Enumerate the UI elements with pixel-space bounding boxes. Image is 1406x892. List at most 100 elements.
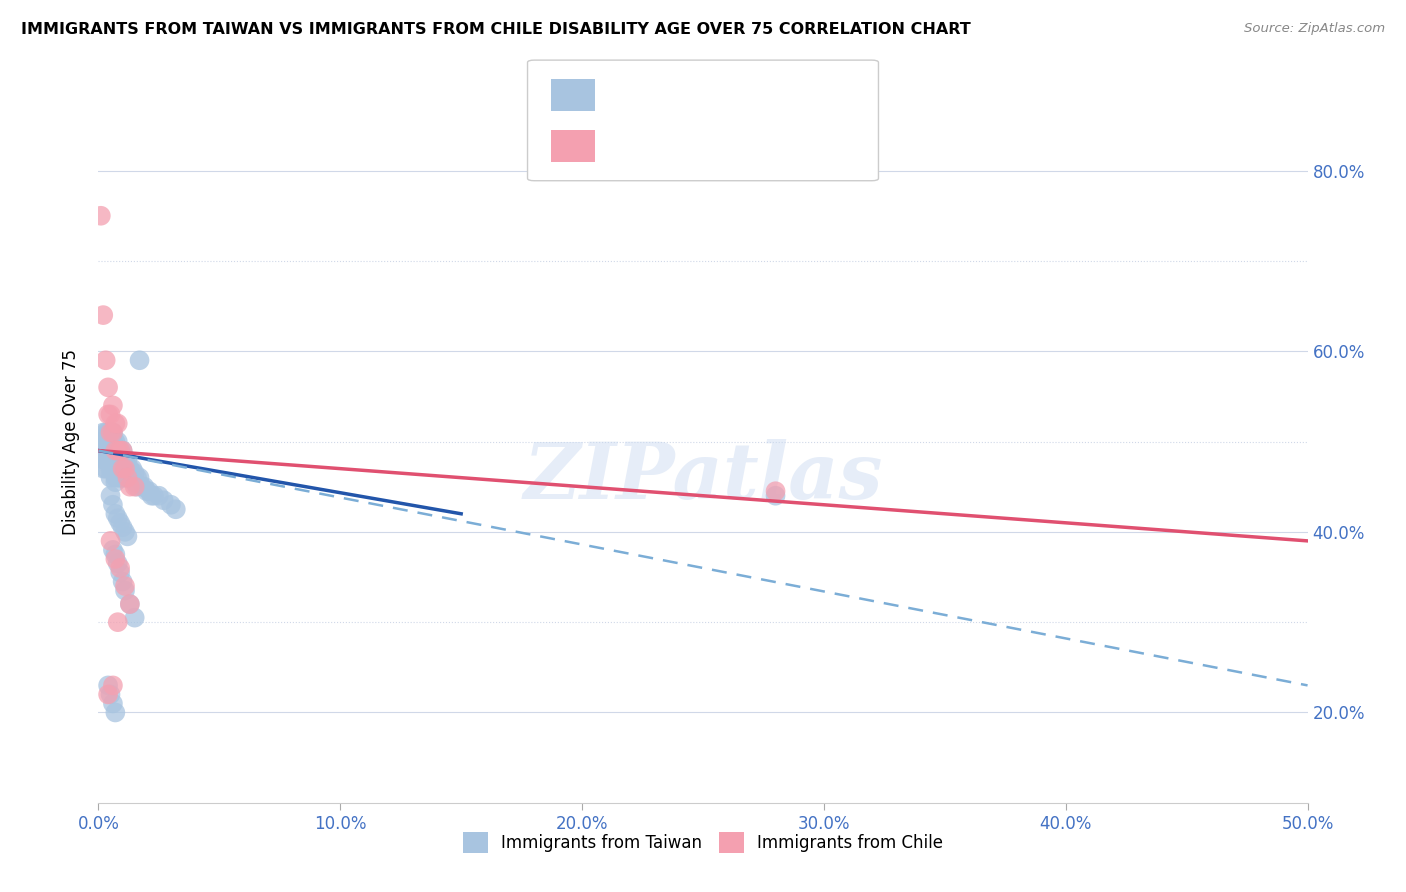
Point <box>97 434 120 449</box>
Point <box>100 408 122 422</box>
Point <box>91 461 114 475</box>
Point <box>108 566 131 580</box>
Point <box>118 480 141 494</box>
Point <box>118 470 141 484</box>
Point <box>118 597 141 611</box>
Point <box>104 470 127 484</box>
Point <box>111 470 134 484</box>
Point <box>117 470 139 484</box>
Point <box>90 209 112 223</box>
Point <box>104 434 127 449</box>
Point <box>100 461 122 475</box>
Point <box>91 425 114 440</box>
Point <box>107 615 129 630</box>
Point <box>94 425 117 440</box>
Point <box>97 425 120 440</box>
Point <box>97 380 120 394</box>
Point <box>108 470 131 484</box>
Point <box>114 461 136 475</box>
Point <box>108 443 131 458</box>
Point <box>107 443 129 458</box>
Point <box>114 583 136 598</box>
Point <box>100 434 122 449</box>
Text: R =: R = <box>612 87 645 103</box>
Point <box>165 502 187 516</box>
Point <box>100 425 122 440</box>
Point <box>97 687 120 701</box>
Point <box>101 542 124 557</box>
Point <box>97 678 120 692</box>
Point <box>128 353 150 368</box>
Point <box>107 417 129 431</box>
Text: Source: ZipAtlas.com: Source: ZipAtlas.com <box>1244 22 1385 36</box>
Point <box>107 470 129 484</box>
Point <box>117 452 139 467</box>
Point <box>124 610 146 624</box>
Point <box>111 443 134 458</box>
Point <box>121 461 143 475</box>
Point <box>111 443 134 458</box>
Point <box>94 443 117 458</box>
Point <box>97 443 120 458</box>
Text: N =: N = <box>737 138 780 153</box>
Point <box>97 452 120 467</box>
Point <box>117 529 139 543</box>
Point <box>108 561 131 575</box>
Text: 92: 92 <box>797 87 817 103</box>
Point <box>94 461 117 475</box>
FancyBboxPatch shape <box>527 60 879 181</box>
Point <box>160 498 183 512</box>
FancyBboxPatch shape <box>551 78 595 112</box>
Point <box>108 461 131 475</box>
Point <box>127 470 149 484</box>
Point <box>108 452 131 467</box>
Point <box>101 425 124 440</box>
Point <box>104 507 127 521</box>
Point <box>111 461 134 475</box>
Point <box>118 597 141 611</box>
Point <box>114 579 136 593</box>
Point <box>90 434 112 449</box>
Point <box>152 493 174 508</box>
Point <box>91 443 114 458</box>
Legend: Immigrants from Taiwan, Immigrants from Chile: Immigrants from Taiwan, Immigrants from … <box>456 826 950 860</box>
Point <box>104 443 127 458</box>
Point <box>101 452 124 467</box>
Point <box>100 687 122 701</box>
Point <box>107 461 129 475</box>
Point <box>94 434 117 449</box>
Point <box>124 475 146 490</box>
Point <box>101 434 124 449</box>
Point <box>111 452 134 467</box>
Point <box>94 452 117 467</box>
Point <box>128 470 150 484</box>
Point <box>101 398 124 412</box>
Point <box>111 461 134 475</box>
Text: N =: N = <box>737 87 780 103</box>
Point <box>114 452 136 467</box>
Point <box>101 697 124 711</box>
FancyBboxPatch shape <box>551 129 595 162</box>
Text: IMMIGRANTS FROM TAIWAN VS IMMIGRANTS FROM CHILE DISABILITY AGE OVER 75 CORRELATI: IMMIGRANTS FROM TAIWAN VS IMMIGRANTS FRO… <box>21 22 970 37</box>
Point <box>117 461 139 475</box>
Text: -0.183: -0.183 <box>662 87 711 103</box>
Point <box>107 443 129 458</box>
Point <box>100 425 122 440</box>
Point <box>101 443 124 458</box>
Point <box>148 489 170 503</box>
Point <box>107 557 129 571</box>
Point <box>135 484 157 499</box>
Point <box>104 475 127 490</box>
Point <box>104 548 127 562</box>
Point <box>108 443 131 458</box>
Point <box>765 484 787 499</box>
Point <box>134 480 156 494</box>
Text: R =: R = <box>612 138 645 153</box>
Point <box>111 520 134 534</box>
Point <box>100 443 122 458</box>
Point <box>104 417 127 431</box>
Point <box>97 408 120 422</box>
Point <box>94 353 117 368</box>
Point <box>90 443 112 458</box>
Point <box>101 461 124 475</box>
